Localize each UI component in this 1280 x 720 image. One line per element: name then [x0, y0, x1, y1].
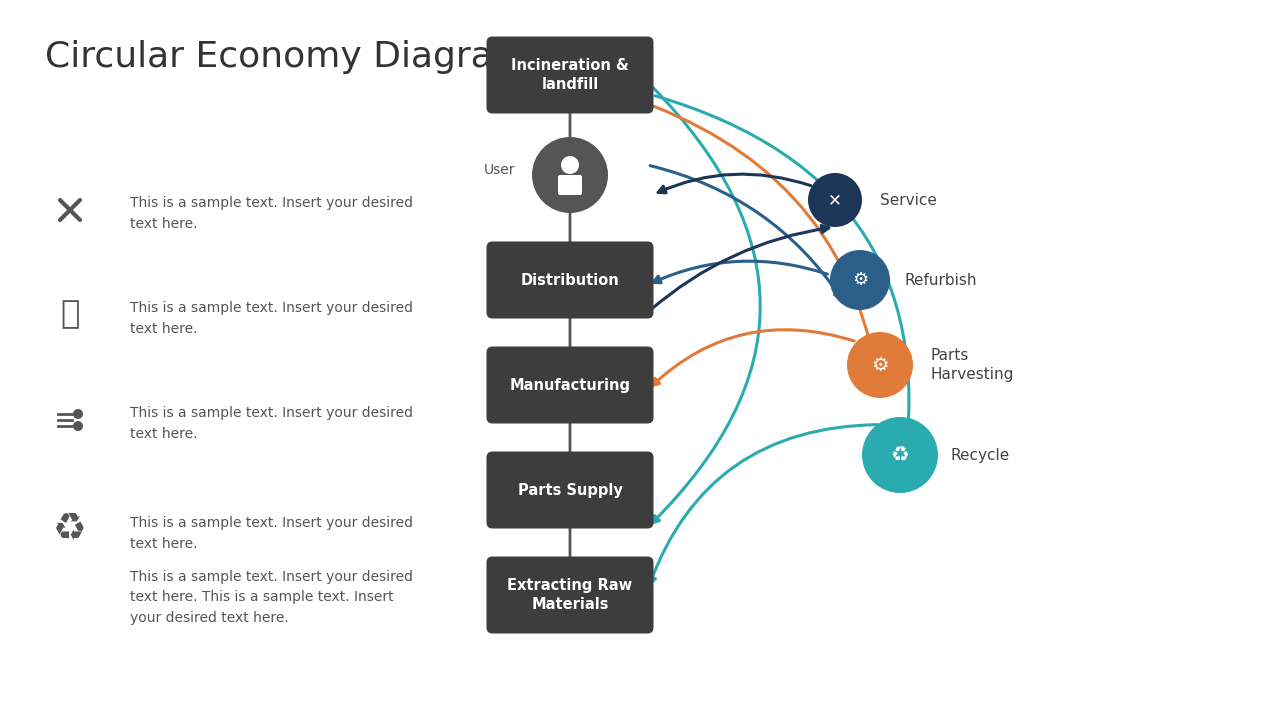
Text: Incineration &
landfill: Incineration & landfill [511, 58, 628, 92]
FancyBboxPatch shape [486, 346, 654, 423]
Circle shape [861, 417, 938, 493]
FancyArrowPatch shape [649, 225, 829, 310]
Text: Distribution: Distribution [521, 272, 620, 287]
Text: Parts
Harvesting: Parts Harvesting [931, 348, 1014, 382]
FancyBboxPatch shape [486, 37, 654, 114]
FancyArrowPatch shape [658, 174, 810, 193]
Text: ✕: ✕ [828, 191, 842, 209]
Text: This is a sample text. Insert your desired
text here.: This is a sample text. Insert your desir… [131, 516, 413, 551]
Circle shape [808, 173, 861, 227]
FancyArrowPatch shape [652, 330, 854, 386]
Text: Parts Supply: Parts Supply [517, 482, 622, 498]
Text: Manufacturing: Manufacturing [509, 377, 631, 392]
Text: ♻: ♻ [54, 512, 87, 548]
FancyArrowPatch shape [653, 261, 827, 283]
Circle shape [847, 332, 913, 398]
Text: ⚙: ⚙ [852, 271, 868, 289]
Circle shape [829, 250, 890, 310]
Text: User: User [484, 163, 515, 177]
Circle shape [73, 421, 83, 431]
Text: This is a sample text. Insert your desired
text here.: This is a sample text. Insert your desir… [131, 196, 413, 230]
Text: 🏭: 🏭 [60, 300, 79, 330]
Circle shape [73, 409, 83, 419]
Text: ♻: ♻ [891, 445, 909, 465]
FancyArrowPatch shape [650, 166, 841, 299]
Text: Refurbish: Refurbish [905, 272, 978, 287]
Text: This is a sample text. Insert your desired
text here.: This is a sample text. Insert your desir… [131, 406, 413, 441]
FancyArrowPatch shape [655, 96, 909, 487]
FancyArrowPatch shape [653, 106, 882, 392]
Text: Extracting Raw
Materials: Extracting Raw Materials [507, 578, 632, 612]
Text: Recycle: Recycle [950, 448, 1009, 462]
FancyBboxPatch shape [558, 175, 582, 195]
Circle shape [561, 156, 579, 174]
Text: This is a sample text. Insert your desired
text here. This is a sample text. Ins: This is a sample text. Insert your desir… [131, 570, 413, 625]
FancyBboxPatch shape [486, 451, 654, 528]
FancyArrowPatch shape [649, 425, 878, 584]
Text: Circular Economy Diagram Slide: Circular Economy Diagram Slide [45, 40, 627, 74]
FancyBboxPatch shape [486, 241, 654, 318]
Circle shape [532, 137, 608, 213]
FancyBboxPatch shape [486, 557, 654, 634]
Text: This is a sample text. Insert your desired
text here.: This is a sample text. Insert your desir… [131, 301, 413, 336]
FancyArrowPatch shape [652, 87, 760, 523]
Text: ⚙: ⚙ [872, 356, 888, 374]
Text: Service: Service [881, 192, 937, 207]
